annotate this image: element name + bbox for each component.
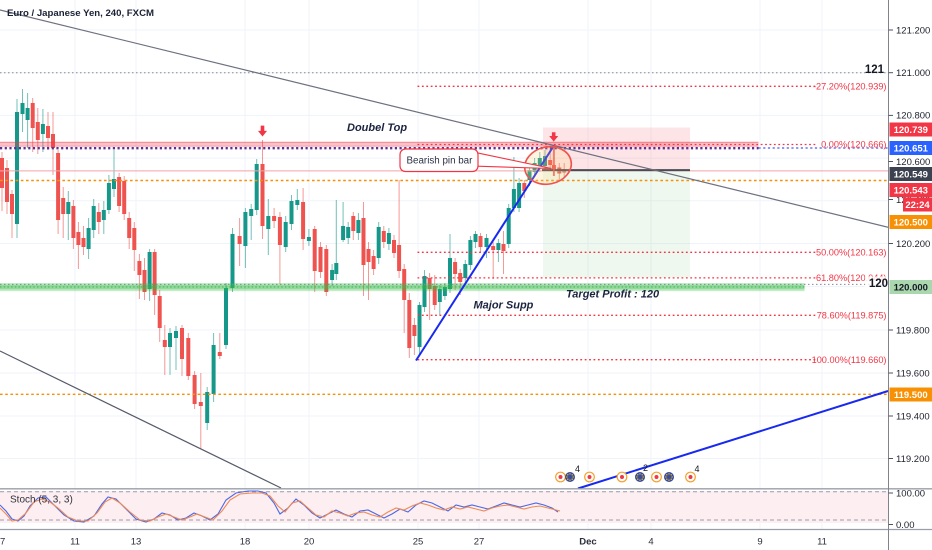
svg-text:121: 121 [865, 64, 885, 76]
svg-text:119.600: 119.600 [896, 368, 930, 379]
svg-text:119.400: 119.400 [896, 411, 930, 422]
svg-text:119.800: 119.800 [896, 325, 930, 336]
svg-text:-27.20%(120.939): -27.20%(120.939) [813, 82, 887, 92]
svg-text:121.000: 121.000 [896, 68, 930, 79]
svg-text:120.200: 120.200 [896, 239, 930, 250]
svg-text:Major Supp: Major Supp [474, 300, 534, 312]
svg-text:0.00: 0.00 [896, 520, 915, 531]
svg-text:Doubel Top: Doubel Top [347, 122, 407, 134]
svg-text:Stoch (5, 3, 3): Stoch (5, 3, 3) [10, 495, 73, 506]
svg-text:120.739: 120.739 [894, 125, 928, 136]
svg-text:4: 4 [695, 464, 700, 474]
svg-text:50.00%(120.163): 50.00%(120.163) [816, 248, 887, 258]
svg-text:20: 20 [304, 537, 315, 548]
svg-text:Target Profit : 120: Target Profit : 120 [566, 289, 660, 301]
svg-text:78.60%(119.875): 78.60%(119.875) [817, 311, 887, 321]
svg-text:4: 4 [648, 537, 653, 548]
svg-text:18: 18 [240, 537, 251, 548]
svg-text:0.00%(120.666): 0.00%(120.666) [821, 140, 886, 150]
svg-text:11: 11 [817, 537, 827, 548]
svg-text:120.543: 120.543 [894, 186, 928, 197]
svg-text:120.000: 120.000 [894, 283, 928, 294]
svg-text:121.200: 121.200 [896, 25, 930, 36]
svg-text:13: 13 [131, 537, 142, 548]
svg-text:120: 120 [869, 278, 888, 290]
svg-text:120.549: 120.549 [894, 170, 928, 181]
svg-text:9: 9 [757, 537, 762, 548]
svg-text:4: 4 [575, 464, 580, 474]
svg-text:Bearish pin bar: Bearish pin bar [407, 156, 474, 167]
svg-text:119.200: 119.200 [896, 454, 930, 465]
svg-text:Dec: Dec [579, 537, 596, 548]
svg-text:100.00: 100.00 [896, 488, 925, 499]
svg-text:120.800: 120.800 [896, 111, 930, 122]
svg-text:120.500: 120.500 [894, 218, 928, 229]
svg-text:2: 2 [643, 463, 648, 473]
svg-text:22:24: 22:24 [905, 200, 930, 211]
svg-text:120.600: 120.600 [896, 157, 930, 168]
svg-text:61.80%(120.044): 61.80%(120.044) [816, 273, 887, 283]
svg-text:Euro / Japanese Yen, 240, FXCM: Euro / Japanese Yen, 240, FXCM [7, 8, 154, 19]
svg-text:120.651: 120.651 [894, 144, 929, 155]
svg-text:7: 7 [0, 537, 5, 548]
svg-text:25: 25 [413, 537, 424, 548]
svg-text:100.00%(119.660): 100.00%(119.660) [812, 355, 887, 365]
svg-text:27: 27 [474, 537, 485, 548]
svg-text:119.500: 119.500 [894, 390, 928, 401]
svg-text:11: 11 [70, 537, 80, 548]
